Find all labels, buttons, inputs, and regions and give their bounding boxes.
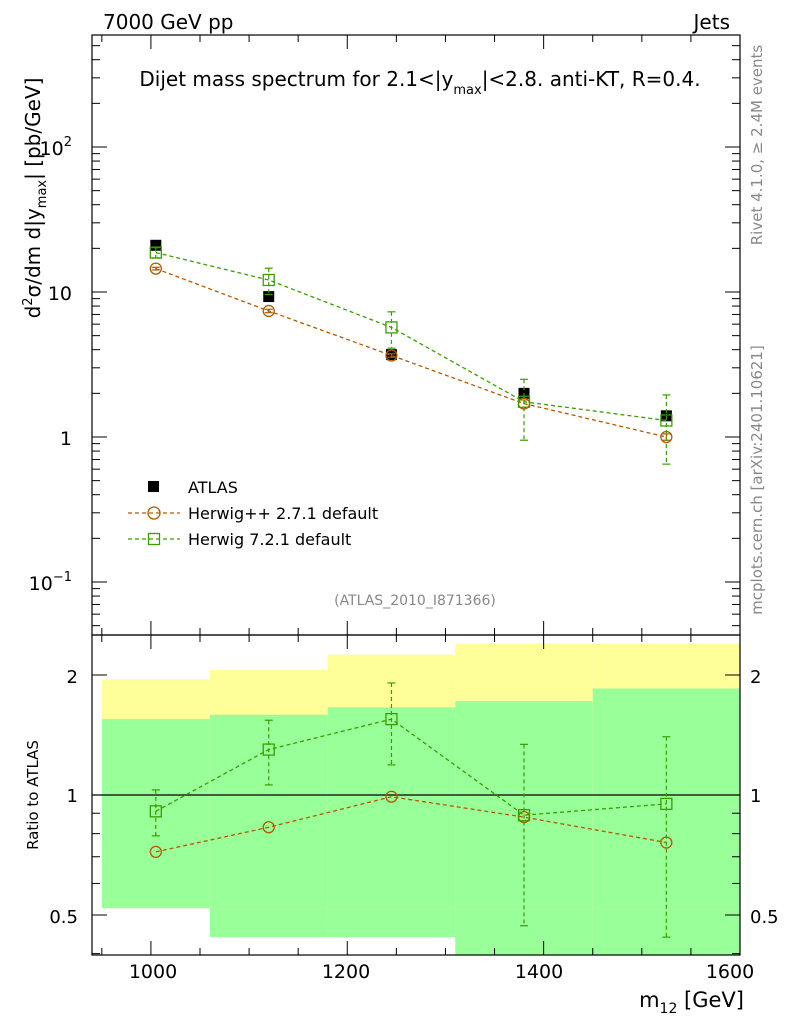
herwig7-point	[385, 321, 398, 334]
ratio-ytick-left-2: 2	[67, 667, 78, 688]
green-band-bin	[455, 701, 593, 909]
ratio-herwigpp-point	[262, 821, 275, 834]
mcplots-label: mcplots.cern.ch [arXiv:2401.10621]	[748, 345, 766, 615]
herwigpp-point	[385, 349, 398, 362]
green-band-lower	[209, 908, 328, 938]
ratio-herwig7-point	[262, 743, 275, 756]
herwig7-point	[262, 273, 275, 287]
legend-herwig7-marker	[147, 532, 161, 546]
ratio-herwigpp-point	[385, 790, 398, 803]
ratio-y-axis-label: Ratio to ATLAS	[24, 740, 42, 850]
xtick-label-1600: 1600	[706, 961, 754, 983]
herwigpp-point	[149, 262, 162, 275]
ratio-ytick-right-2: 2	[750, 667, 761, 688]
atlas-point	[150, 239, 162, 251]
atlas-point	[660, 410, 672, 422]
legend-atlas-label: ATLAS	[188, 478, 238, 497]
herwig7-point	[149, 246, 162, 259]
ratio-ytick-left-1: 1	[67, 786, 78, 807]
herwig7-point	[517, 395, 531, 408]
ratio-herwig7-point	[660, 797, 673, 811]
legend-herwig7-label: Herwig 7.2.1 default	[188, 530, 351, 549]
ratio-herwigpp-point	[149, 845, 162, 859]
header-left: 7000 GeV pp	[103, 10, 234, 34]
ratio-herwig7-point	[517, 809, 531, 822]
ratio-panel-frame	[91, 634, 741, 956]
herwigpp-point	[262, 304, 275, 318]
ratio-herwig7-point	[385, 712, 398, 726]
main-y-axis-label: d2σ/dm d|ymax| [pb/GeV]	[21, 78, 50, 319]
legend-herwigpp-marker	[147, 506, 161, 520]
herwig7-point	[660, 414, 673, 427]
main-panel-bg	[92, 35, 740, 635]
herwigpp-series-group	[149, 262, 673, 444]
herwig7-series-group	[149, 246, 673, 465]
ratio-herwig7-point	[149, 805, 162, 818]
main-panel: d2σ/dm d|ymax| [pb/GeV] Dijet mass spect…	[21, 34, 741, 636]
xtick-label-1000: 1000	[129, 961, 177, 983]
ratio-ytick-right-1: 1	[750, 786, 761, 807]
ratio-herwigpp-line	[155, 796, 667, 853]
green-band-lower	[592, 908, 740, 955]
legend-atlas-marker	[148, 481, 159, 492]
green-band-bin	[209, 714, 328, 909]
xtick-label-1400: 1400	[515, 961, 563, 983]
legend: ATLAS Herwig++ 2.7.1 default Herwig 7.2.…	[128, 478, 378, 549]
xtick-label-1200: 1200	[322, 961, 370, 983]
ratio-ticks	[92, 635, 741, 955]
legend-herwigpp-label: Herwig++ 2.7.1 default	[188, 504, 378, 523]
ratio-bands	[101, 643, 740, 955]
atlas-point	[263, 291, 275, 303]
rivet-version-label: Rivet 4.1.0, ≥ 2.4M events	[748, 45, 766, 246]
main-ytick-100: 102	[40, 135, 72, 160]
main-ytick-0.1: 10−1	[29, 570, 72, 595]
main-ytick-10: 10	[48, 283, 72, 305]
herwigpp-line	[155, 267, 667, 438]
x-axis-label: m12 [GeV]	[639, 988, 744, 1017]
ratio-panel: Ratio to ATLAS 2 1 0.5 2 1 0.5 1000 1200…	[24, 634, 779, 1017]
ratio-ytick-right-0.5: 0.5	[750, 907, 779, 928]
main-series	[149, 239, 673, 465]
green-band-lower	[327, 908, 456, 938]
main-ytick-1: 1	[60, 428, 72, 450]
ratio-ytick-left-0.5: 0.5	[49, 907, 78, 928]
analysis-watermark: (ATLAS_2010_I871366)	[334, 593, 496, 609]
ratio-series	[149, 682, 673, 938]
ratio-herwig7-series-group	[149, 682, 673, 938]
header-right: Jets	[692, 10, 730, 34]
